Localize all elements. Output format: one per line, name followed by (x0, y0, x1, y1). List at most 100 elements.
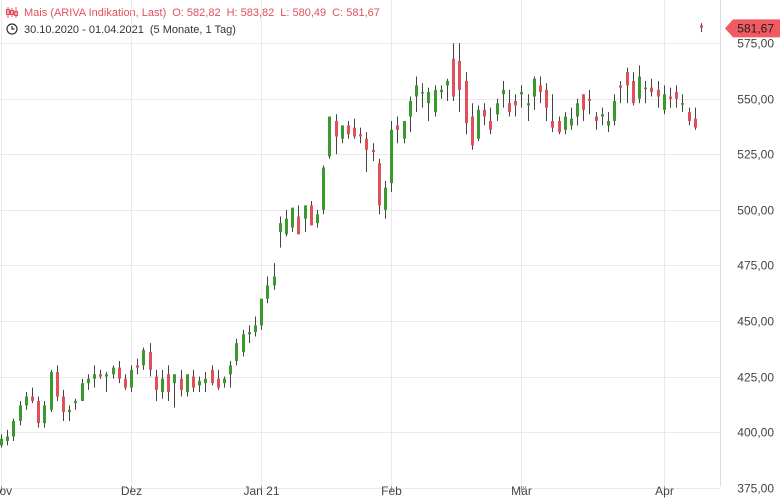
x-tick-label: Dez (121, 484, 142, 498)
candle-body (378, 163, 381, 206)
candle-body (384, 187, 387, 210)
candle-body (434, 89, 437, 113)
open-value: O: 582,82 (172, 7, 221, 19)
candle-body (347, 125, 350, 135)
candle-body (310, 205, 313, 226)
low-value: L: 580,49 (280, 7, 327, 19)
candle-body (341, 125, 344, 139)
candle-body (161, 378, 164, 393)
candle-body (6, 436, 9, 441)
candle-body (56, 372, 59, 397)
candle-body (186, 374, 189, 393)
candle-body (142, 349, 145, 366)
candle-body (545, 89, 548, 108)
candle-body (409, 100, 412, 117)
candle-body (31, 396, 34, 401)
candle-body (149, 352, 152, 370)
candle-body (372, 149, 375, 153)
last-price-label: 581,67 (737, 21, 774, 35)
candle-body (217, 378, 220, 388)
candle-body (551, 120, 554, 128)
candle-body (266, 285, 269, 299)
candle-body (62, 396, 65, 413)
candle-body (130, 369, 133, 388)
close-value: C: 581,67 (332, 7, 380, 19)
candle-body (68, 409, 71, 413)
candle-body (520, 92, 523, 95)
candle-body (50, 372, 53, 410)
candle-body (223, 378, 226, 384)
candle-body (644, 87, 647, 90)
candle-body (279, 223, 282, 233)
candlestick-icon (6, 7, 18, 21)
candle-body (328, 116, 331, 157)
candle-body (353, 127, 356, 137)
candle-body (601, 114, 604, 117)
candle-body (297, 216, 300, 235)
candle-body (681, 103, 684, 105)
candle-body (582, 94, 585, 110)
candle-body (155, 376, 158, 390)
x-tick-label: Apr (655, 484, 674, 498)
y-tick-label: 375,00 (737, 482, 774, 496)
candle-body (335, 120, 338, 137)
clock-icon (6, 23, 18, 38)
candle-body (508, 103, 511, 113)
candle-body (173, 374, 176, 384)
candle-body (675, 92, 678, 99)
candle-body (465, 80, 468, 124)
candle-body (496, 103, 499, 115)
x-tick-label: Feb (381, 484, 402, 498)
candle-body (198, 380, 201, 386)
candle-body (558, 120, 561, 133)
candle-body (458, 60, 461, 90)
candle-body (0, 438, 3, 446)
candle-body (19, 405, 22, 421)
candle-body (105, 374, 108, 377)
candle-body (291, 207, 294, 228)
candle-body (613, 100, 616, 121)
y-tick-label: 500,00 (737, 204, 774, 218)
candle-body (365, 138, 368, 150)
candle-body (396, 125, 399, 130)
candle-body (37, 400, 40, 424)
candle-body (626, 72, 629, 86)
candle-body (229, 365, 232, 375)
date-range: 30.10.2020 - 01.04.2021 (24, 24, 144, 36)
candle-body (452, 58, 455, 97)
y-tick-label: 425,00 (737, 371, 774, 385)
candle-body (254, 325, 257, 333)
candle-body (204, 378, 207, 384)
candle-body (638, 76, 641, 99)
last-price-tag (725, 19, 780, 38)
candle-body (112, 367, 115, 375)
candle-body (316, 214, 319, 224)
candle-body (564, 116, 567, 130)
y-tick-label: 575,00 (737, 37, 774, 51)
candle-body (688, 112, 691, 121)
instrument-name: Mais (ARIVA Indikation, Last) (24, 7, 167, 19)
y-tick-label: 525,00 (737, 148, 774, 162)
chart-header-range: 30.10.2020 - 01.04.2021 (5 Monate, 1 Tag) (6, 23, 242, 38)
candle-body (248, 332, 251, 335)
period-length: (5 Monate, 1 Tag) (149, 24, 236, 36)
candle-body (273, 276, 276, 286)
candle-body (390, 129, 393, 184)
candle-body (440, 89, 443, 93)
candle-body (322, 167, 325, 210)
candle-body (576, 103, 579, 117)
x-tick-label: Jan 21 (243, 484, 279, 498)
candle-body (359, 134, 362, 137)
x-tick-label: Mär (511, 484, 532, 498)
candle-body (415, 85, 418, 97)
candle-body (533, 78, 536, 97)
candle-body (118, 367, 121, 379)
candle-body (421, 92, 424, 94)
candle-body (192, 376, 195, 388)
y-tick-label: 450,00 (737, 315, 774, 329)
candle-body (471, 116, 474, 146)
candle-body (669, 96, 672, 99)
candle-body (588, 98, 591, 101)
candle-body (211, 369, 214, 384)
